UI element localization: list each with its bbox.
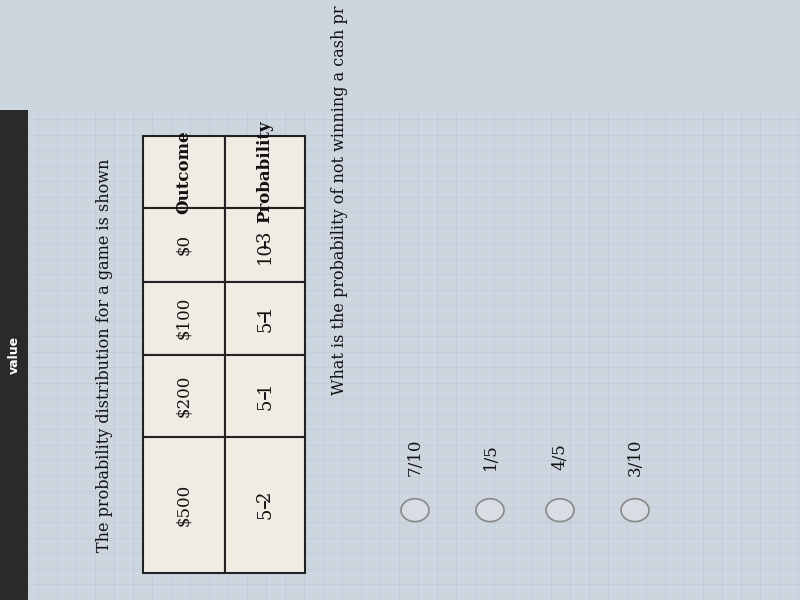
Bar bbox=[225, 136, 305, 208]
Circle shape bbox=[546, 499, 574, 521]
Text: $200: $200 bbox=[175, 374, 193, 417]
Circle shape bbox=[621, 499, 649, 521]
Bar bbox=[143, 281, 225, 355]
Text: 1/5: 1/5 bbox=[482, 444, 498, 470]
Text: The probability distribution for a game is shown: The probability distribution for a game … bbox=[97, 158, 114, 552]
Bar bbox=[225, 437, 305, 573]
Bar bbox=[0, 110, 28, 600]
Text: 2: 2 bbox=[256, 491, 274, 502]
Text: 5: 5 bbox=[256, 398, 274, 410]
Text: 3/10: 3/10 bbox=[626, 439, 643, 476]
Text: 7/10: 7/10 bbox=[406, 439, 423, 476]
Text: 5: 5 bbox=[256, 321, 274, 332]
Text: 5: 5 bbox=[256, 508, 274, 519]
Text: 10: 10 bbox=[256, 241, 274, 265]
Text: $100: $100 bbox=[175, 297, 193, 340]
Text: 3: 3 bbox=[256, 231, 274, 242]
Text: Outcome: Outcome bbox=[175, 130, 193, 214]
Text: What is the probability of not winning a cash pr: What is the probability of not winning a… bbox=[331, 5, 349, 395]
Text: 4/5: 4/5 bbox=[551, 444, 569, 470]
Bar bbox=[225, 208, 305, 281]
Bar bbox=[143, 355, 225, 437]
Circle shape bbox=[476, 499, 504, 521]
Bar bbox=[225, 281, 305, 355]
Circle shape bbox=[401, 499, 429, 521]
Bar bbox=[143, 437, 225, 573]
Text: Probability: Probability bbox=[257, 121, 274, 223]
Text: 1: 1 bbox=[256, 382, 274, 394]
Bar bbox=[143, 136, 225, 208]
Text: $500: $500 bbox=[175, 484, 193, 526]
Text: $0: $0 bbox=[175, 234, 193, 256]
Bar bbox=[143, 208, 225, 281]
Text: 1: 1 bbox=[256, 304, 274, 316]
Bar bbox=[225, 355, 305, 437]
Text: value: value bbox=[7, 336, 21, 374]
